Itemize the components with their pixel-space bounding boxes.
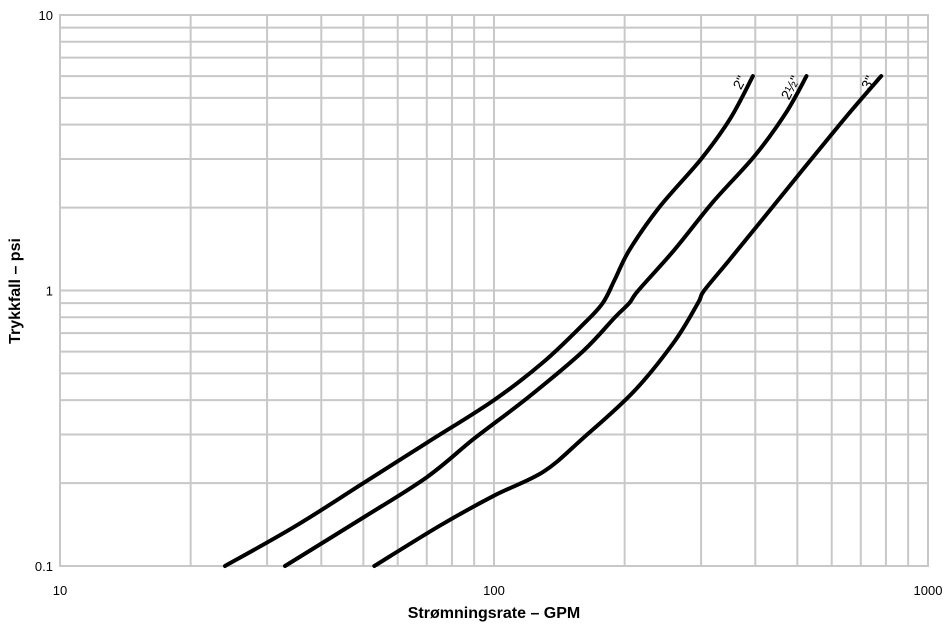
x-tick-label: 1000	[914, 583, 943, 598]
x-tick-label: 10	[53, 583, 67, 598]
series-line-3-inch	[372, 74, 884, 568]
plot-border	[59, 14, 929, 567]
series-line-2-inch	[223, 74, 755, 568]
grid	[60, 15, 928, 566]
plot-frame	[59, 14, 929, 567]
series-lines	[223, 74, 884, 568]
y-tick-label: 1	[46, 284, 53, 299]
y-tick-label: 10	[39, 8, 53, 23]
x-tick-label: 100	[483, 583, 505, 598]
series-line-2-half-inch	[283, 74, 809, 568]
y-axis-label: Trykkfall – psi	[7, 238, 24, 344]
tick-labels: 10 100 1000 0.1 1 10	[35, 8, 943, 598]
y-tick-label: 0.1	[35, 559, 53, 574]
x-axis-label: Strømningsrate – GPM	[408, 605, 580, 622]
